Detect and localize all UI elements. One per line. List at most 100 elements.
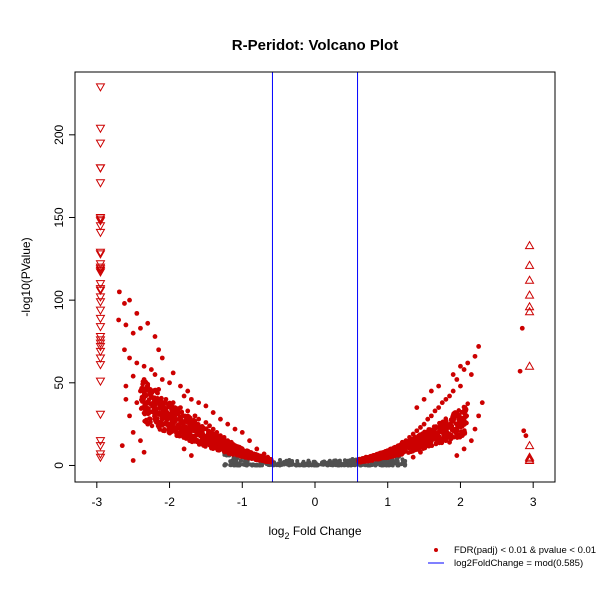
legend-label: log2FoldChange = mod(0.585) [454, 558, 583, 569]
significant-point [236, 444, 242, 450]
significant-point [223, 443, 229, 448]
nonsignificant-point [321, 462, 326, 467]
significant-point [116, 289, 122, 295]
significant-point [123, 396, 129, 402]
significant-point [130, 373, 136, 379]
significant-point [206, 434, 211, 440]
significant-point [476, 413, 482, 419]
significant-point [462, 414, 467, 420]
significant-point [127, 413, 132, 419]
significant-point [468, 438, 474, 444]
significant-point [228, 439, 234, 445]
significant-point [407, 434, 412, 440]
significant-point [192, 438, 198, 444]
significant-point [196, 416, 202, 422]
nonsignificant-point [347, 461, 352, 466]
significant-point [418, 449, 423, 455]
significant-point [122, 301, 127, 306]
x-tick-label: -1 [237, 495, 248, 509]
clipped-point-down [95, 228, 106, 238]
significant-point [378, 451, 383, 457]
significant-point [225, 438, 231, 444]
clipped-point-down [95, 222, 106, 231]
nonsignificant-point [287, 457, 292, 462]
significant-point [214, 430, 220, 435]
significant-point [140, 399, 146, 404]
clipped-point-down [95, 314, 106, 324]
significant-point [122, 347, 127, 353]
significant-point [479, 400, 485, 406]
significant-point [201, 437, 207, 443]
significant-point [144, 400, 149, 405]
clipped-point-down [95, 217, 106, 226]
significant-point [432, 408, 438, 414]
significant-point [148, 416, 153, 422]
clipped-point-down [95, 285, 106, 294]
significant-point [381, 449, 387, 455]
significant-point [178, 416, 183, 422]
significant-point [439, 400, 445, 406]
legend-label: FDR(padj) < 0.01 & pvalue < 0.01 [454, 545, 596, 556]
significant-point [359, 456, 365, 462]
significant-point [247, 438, 252, 444]
significant-point [149, 409, 155, 415]
nonsignificant-point [325, 461, 330, 466]
significant-point [418, 425, 423, 430]
nonsignificant-point [306, 458, 311, 463]
significant-point [147, 401, 153, 407]
significant-point [179, 426, 185, 431]
clipped-point-down [95, 268, 106, 278]
significant-point [447, 439, 452, 445]
significant-point [151, 399, 157, 405]
significant-point [169, 407, 174, 413]
significant-point [152, 372, 158, 377]
clipped-point-down [95, 323, 106, 332]
significant-point [145, 383, 151, 389]
significant-point [443, 438, 448, 443]
nonsignificant-point [336, 463, 341, 468]
significant-point [242, 453, 248, 459]
significant-point [399, 448, 405, 453]
nonsignificant-point [321, 459, 326, 464]
clipped-point-down [95, 437, 106, 446]
nonsignificant-point [403, 459, 408, 464]
significant-point [159, 355, 165, 361]
significant-point [465, 401, 471, 407]
significant-point [406, 450, 411, 455]
significant-point [239, 446, 245, 452]
significant-point [176, 423, 182, 428]
clipped-point-down [95, 250, 106, 259]
significant-point [170, 370, 176, 376]
significant-point [384, 454, 389, 460]
significant-point [443, 396, 449, 402]
significant-point [159, 395, 164, 401]
significant-point [199, 426, 205, 432]
nonsignificant-point [254, 462, 259, 467]
significant-point [152, 334, 158, 339]
clipped-point-down [95, 347, 106, 357]
significant-point [225, 421, 231, 427]
clipped-point-down [95, 248, 106, 258]
significant-point [141, 393, 147, 398]
significant-point [180, 433, 186, 439]
clipped-point-down [95, 298, 106, 307]
clipped-point-down [95, 124, 106, 134]
significant-point [181, 446, 187, 452]
significant-point [192, 413, 198, 419]
significant-point [449, 432, 454, 438]
significant-point [472, 426, 478, 432]
significant-point [370, 453, 376, 458]
significant-point [202, 442, 208, 448]
significant-point [458, 420, 464, 425]
significant-point [156, 387, 162, 392]
clipped-point-down [95, 286, 106, 296]
significant-point [168, 423, 173, 428]
x-tick-label: 3 [530, 495, 537, 509]
nonsignificant-point [278, 457, 283, 462]
significant-point [414, 405, 420, 411]
significant-point [141, 377, 147, 382]
significant-point [399, 439, 405, 445]
significant-point [200, 431, 206, 436]
significant-point [170, 400, 176, 406]
nonsignificant-point [334, 460, 339, 465]
